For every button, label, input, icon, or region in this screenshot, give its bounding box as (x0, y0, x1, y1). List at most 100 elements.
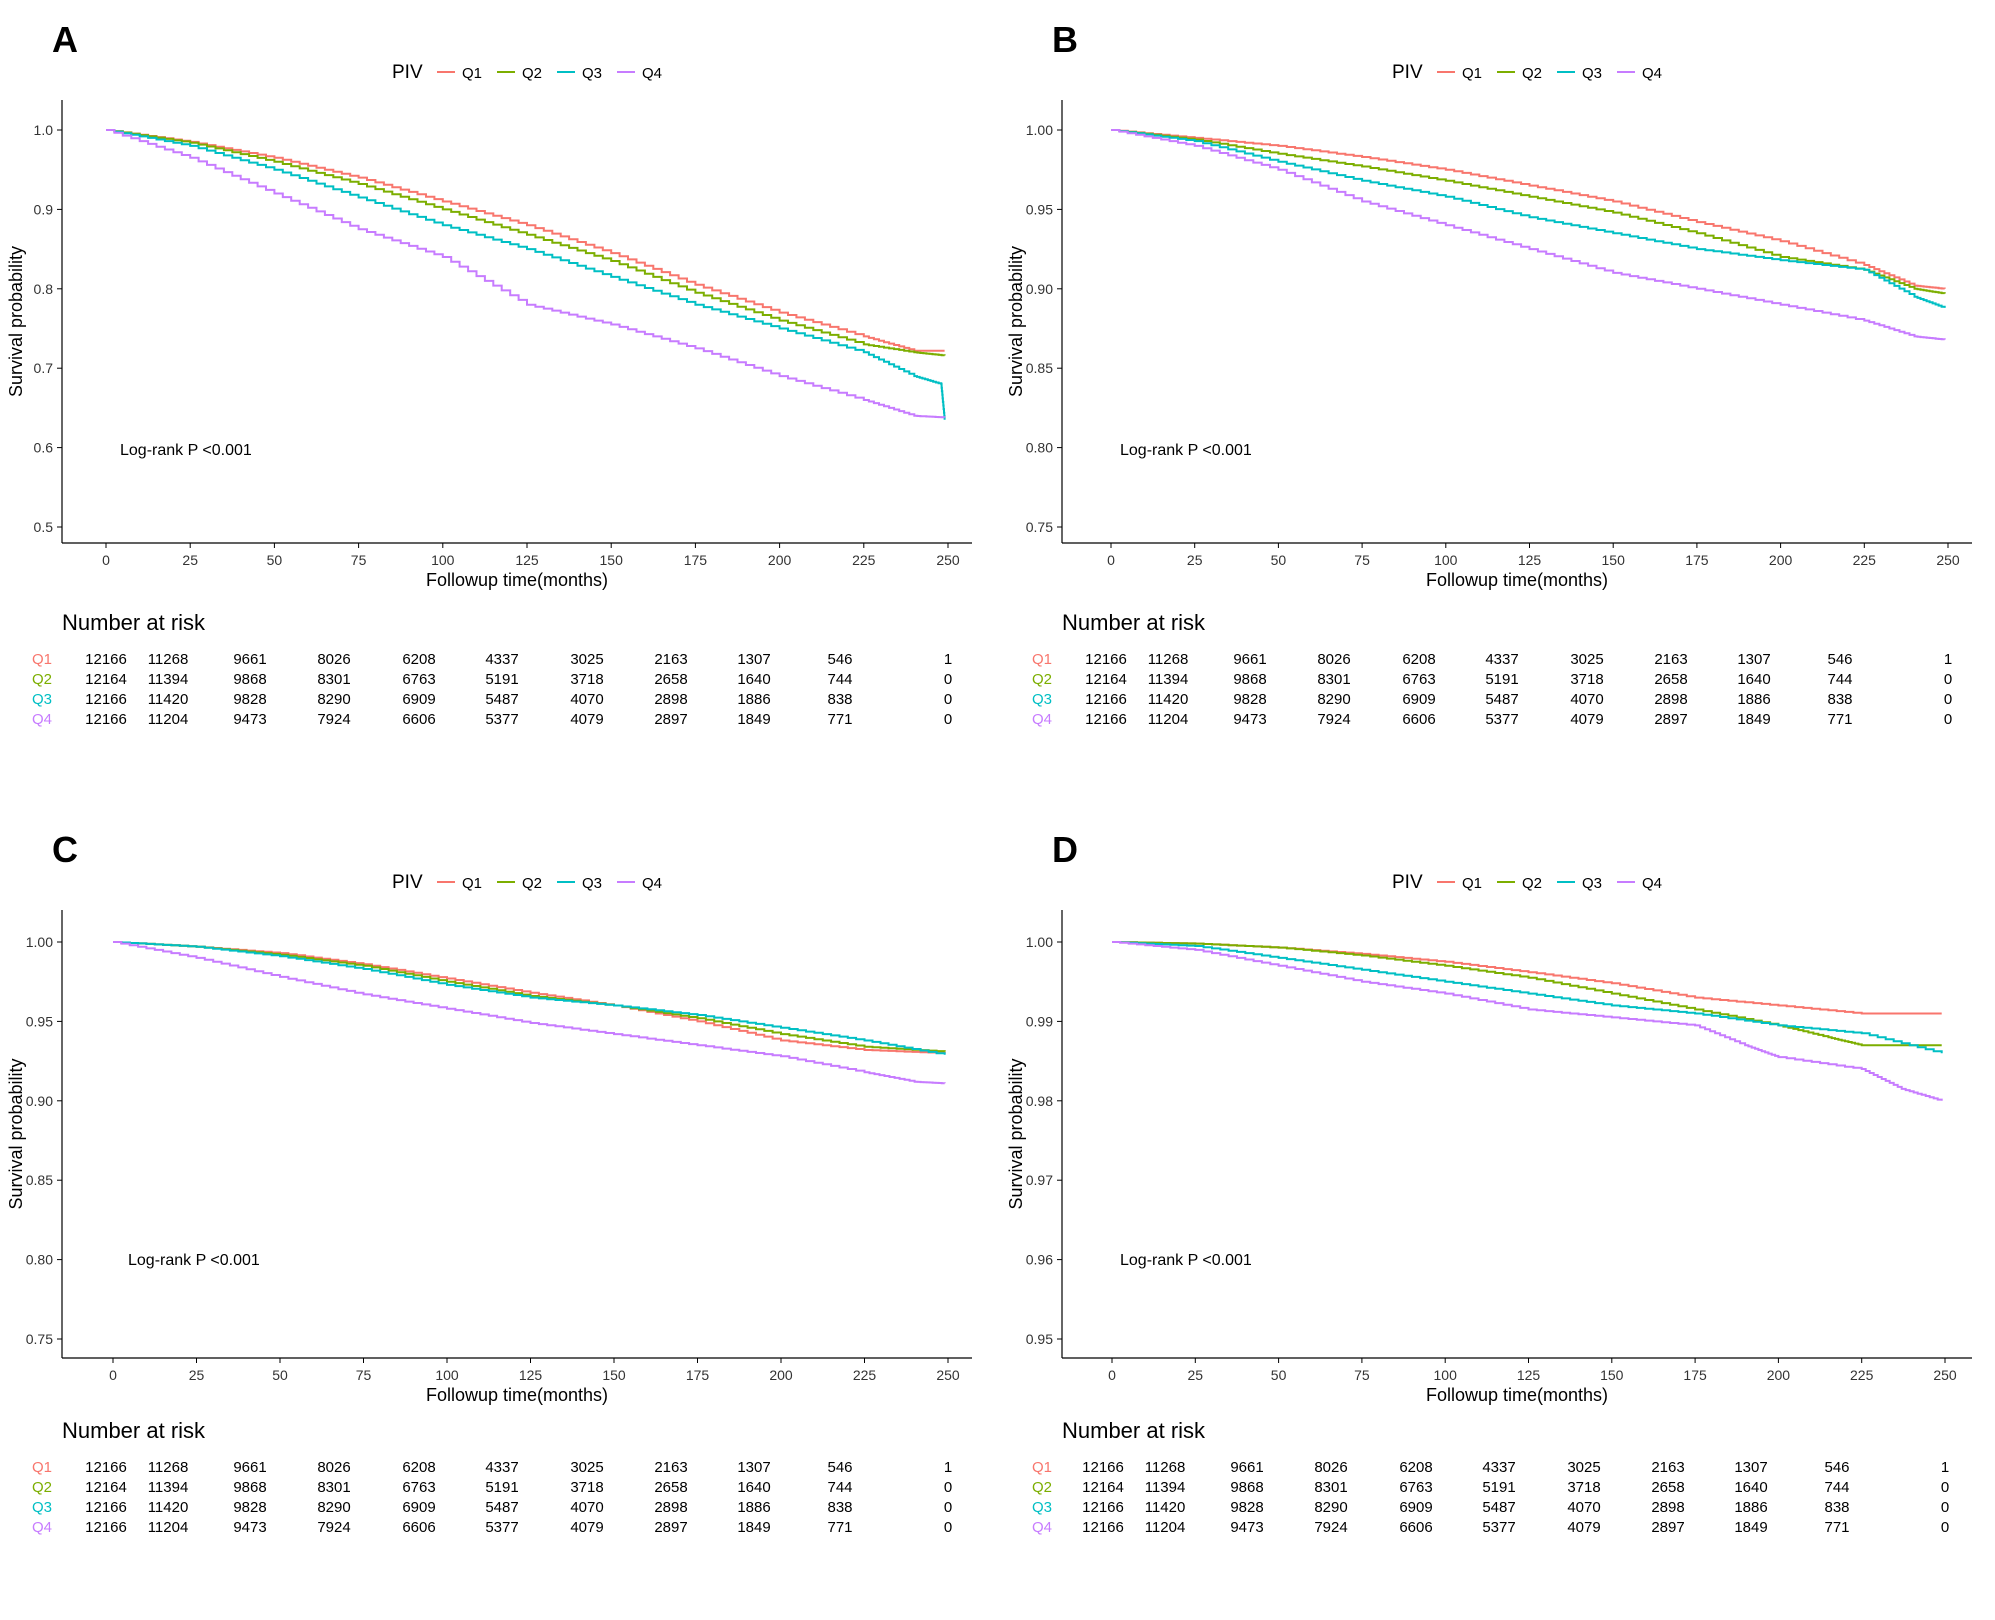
y-tick-label: 0.85 (1026, 360, 1053, 376)
risk-cell: 2898 (654, 691, 687, 708)
legend: PIV Q1 Q2 Q3 Q4 (1392, 62, 1662, 83)
risk-cell: 1307 (737, 1459, 770, 1476)
risk-cell: 12166 (85, 651, 127, 668)
x-tick-label: 50 (1271, 552, 1287, 568)
x-tick-label: 100 (435, 1367, 459, 1383)
x-tick-label: 225 (853, 1367, 877, 1383)
panel-d: D PIV Q1 Q2 Q3 Q4 0.95 0.96 0.97 0.98 0.99 1.00 0 25 5… (1000, 810, 1995, 1620)
y-tick-label: 0.5 (34, 519, 54, 535)
legend-label-q2: Q2 (1522, 65, 1542, 82)
survival-curve-q3 (113, 941, 946, 1055)
survival-curve-q1 (106, 129, 945, 352)
y-tick-label: 0.99 (1026, 1013, 1053, 1029)
risk-cell: 3718 (570, 671, 603, 688)
risk-cell: 5191 (1485, 671, 1518, 688)
risk-cell: 1640 (1734, 1479, 1767, 1496)
risk-cell: 6208 (1402, 651, 1435, 668)
y-tick-label: 0.6 (34, 440, 54, 456)
risk-cell: 8026 (317, 1459, 350, 1476)
survival-curve-q1 (113, 941, 946, 1054)
risk-cell: 8290 (1317, 691, 1350, 708)
risk-row-label-q4: Q4 (1032, 1519, 1052, 1536)
risk-cell: 0 (944, 1499, 952, 1516)
risk-cell: 838 (827, 691, 852, 708)
risk-cell: 7924 (1314, 1519, 1347, 1536)
risk-cell: 4337 (485, 651, 518, 668)
risk-cell: 11420 (1145, 1499, 1186, 1516)
y-tick-label: 0.96 (1026, 1252, 1053, 1268)
survival-curve-q1 (1111, 129, 1946, 290)
risk-cell: 11204 (148, 711, 189, 728)
survival-curve-q3 (106, 129, 946, 420)
risk-cell: 2897 (1654, 711, 1687, 728)
x-tick-label: 125 (519, 1367, 543, 1383)
risk-cell: 12164 (85, 1479, 127, 1496)
risk-row-label-q3: Q3 (1032, 1499, 1052, 1516)
log-rank-annotation: Log-rank P <0.001 (128, 1252, 260, 1269)
risk-cell: 8026 (1317, 651, 1350, 668)
x-tick-label: 175 (1683, 1367, 1707, 1383)
risk-cell: 8290 (1314, 1499, 1347, 1516)
panel-label: C (52, 829, 78, 870)
x-axis-title: Followup time(months) (1426, 570, 1608, 590)
x-tick-label: 100 (1434, 552, 1458, 568)
risk-cell: 5377 (1485, 711, 1518, 728)
risk-row-label-q2: Q2 (32, 671, 52, 688)
risk-cell: 6763 (1402, 671, 1435, 688)
risk-cell: 1307 (1737, 651, 1770, 668)
risk-cell: 2898 (654, 1499, 687, 1516)
risk-cell: 0 (1944, 671, 1952, 688)
risk-table-title: Number at risk (62, 1418, 206, 1443)
y-tick-label: 0.80 (26, 1252, 53, 1268)
x-tick-label: 0 (1107, 552, 1115, 568)
risk-cell: 11204 (1148, 711, 1189, 728)
x-tick-label: 75 (1354, 552, 1370, 568)
risk-row-label-q1: Q1 (32, 1459, 52, 1476)
x-tick-label: 0 (109, 1367, 117, 1383)
risk-cell: 6606 (1399, 1519, 1432, 1536)
panel-label: A (52, 19, 78, 60)
risk-cell: 4079 (1570, 711, 1603, 728)
legend: PIV Q1 Q2 Q3 Q4 (392, 872, 662, 893)
legend-label-q2: Q2 (522, 875, 542, 892)
risk-cell: 4079 (570, 1519, 603, 1536)
risk-cell: 5487 (485, 691, 518, 708)
y-tick-label: 1.00 (1026, 934, 1053, 950)
risk-table-title: Number at risk (1062, 1418, 1206, 1443)
risk-cell: 0 (944, 691, 952, 708)
x-tick-label: 0 (102, 552, 110, 568)
legend-title: PIV (1392, 872, 1423, 893)
risk-cell: 3025 (570, 1459, 603, 1476)
risk-cell: 11394 (148, 1479, 189, 1496)
risk-cell: 6909 (1402, 691, 1435, 708)
risk-cell: 9661 (233, 651, 266, 668)
risk-cell: 771 (827, 1519, 852, 1536)
risk-cell: 8290 (317, 1499, 350, 1516)
risk-cell: 9661 (1233, 651, 1266, 668)
x-tick-label: 150 (600, 552, 624, 568)
risk-cell: 2897 (1651, 1519, 1684, 1536)
x-axis-title: Followup time(months) (426, 570, 608, 590)
risk-cell: 4070 (1567, 1499, 1600, 1516)
x-tick-label: 225 (1853, 552, 1877, 568)
legend-label-q3: Q3 (1582, 875, 1602, 892)
y-tick-label: 1.00 (1026, 122, 1053, 138)
risk-cell: 11420 (1148, 691, 1189, 708)
x-tick-label: 150 (1600, 1367, 1624, 1383)
risk-cell: 6763 (402, 671, 435, 688)
risk-cell: 12166 (1085, 651, 1127, 668)
risk-cell: 4079 (570, 711, 603, 728)
risk-cell: 5487 (485, 1499, 518, 1516)
x-tick-label: 75 (351, 552, 367, 568)
risk-cell: 9868 (1233, 671, 1266, 688)
risk-cell: 8301 (1314, 1479, 1347, 1496)
y-axis-title: Survival probability (6, 246, 26, 397)
risk-cell: 1640 (737, 1479, 770, 1496)
risk-row-label-q1: Q1 (32, 651, 52, 668)
risk-cell: 4070 (1570, 691, 1603, 708)
risk-cell: 9473 (1230, 1519, 1263, 1536)
y-axis-title: Survival probability (1006, 1058, 1026, 1209)
risk-cell: 2163 (654, 651, 687, 668)
risk-cell: 9828 (1230, 1499, 1263, 1516)
